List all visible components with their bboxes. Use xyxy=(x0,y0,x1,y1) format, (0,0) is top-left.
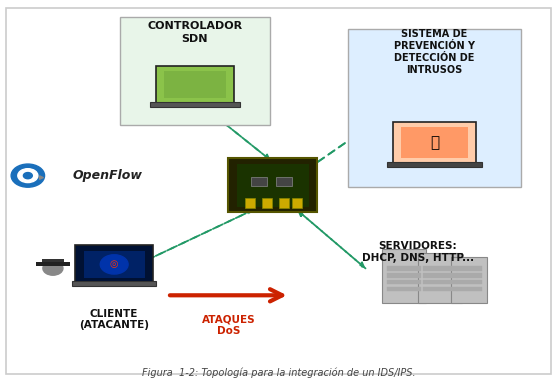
Text: ◎: ◎ xyxy=(110,259,119,269)
Text: 🐷: 🐷 xyxy=(430,135,439,150)
FancyBboxPatch shape xyxy=(120,17,270,125)
FancyBboxPatch shape xyxy=(393,122,476,164)
Text: ATAQUES
DoS: ATAQUES DoS xyxy=(202,315,255,336)
FancyBboxPatch shape xyxy=(36,262,70,266)
FancyBboxPatch shape xyxy=(251,177,267,186)
Circle shape xyxy=(18,169,38,183)
FancyBboxPatch shape xyxy=(150,102,240,107)
FancyBboxPatch shape xyxy=(418,253,462,303)
FancyBboxPatch shape xyxy=(401,127,468,158)
Circle shape xyxy=(23,173,32,179)
FancyBboxPatch shape xyxy=(457,273,482,278)
Text: CLIENTE
(ATACANTE): CLIENTE (ATACANTE) xyxy=(79,309,149,330)
FancyBboxPatch shape xyxy=(457,287,482,291)
FancyBboxPatch shape xyxy=(164,71,226,98)
Text: SISTEMA DE
PREVENCIÓN Y
DETECCIÓN DE
INTRUSOS: SISTEMA DE PREVENCIÓN Y DETECCIÓN DE INT… xyxy=(394,29,475,75)
FancyBboxPatch shape xyxy=(276,177,292,186)
Text: Figura  1-2: Topología para la integración de un IDS/IPS.: Figura 1-2: Topología para la integració… xyxy=(141,368,416,378)
FancyBboxPatch shape xyxy=(156,66,234,104)
FancyBboxPatch shape xyxy=(84,251,145,278)
FancyBboxPatch shape xyxy=(382,249,426,303)
FancyBboxPatch shape xyxy=(262,198,272,208)
FancyBboxPatch shape xyxy=(278,198,289,208)
FancyBboxPatch shape xyxy=(423,266,457,271)
FancyBboxPatch shape xyxy=(228,158,317,212)
FancyBboxPatch shape xyxy=(451,257,487,303)
FancyBboxPatch shape xyxy=(237,164,309,207)
Circle shape xyxy=(11,164,45,187)
Text: CONTROLADOR
SDN: CONTROLADOR SDN xyxy=(148,21,242,44)
FancyBboxPatch shape xyxy=(387,273,421,278)
Text: OpenFlow: OpenFlow xyxy=(72,169,142,182)
FancyBboxPatch shape xyxy=(423,287,457,291)
FancyBboxPatch shape xyxy=(387,287,421,291)
FancyBboxPatch shape xyxy=(457,280,482,284)
FancyBboxPatch shape xyxy=(292,198,302,208)
FancyBboxPatch shape xyxy=(457,266,482,271)
Circle shape xyxy=(43,261,63,275)
FancyBboxPatch shape xyxy=(245,198,255,208)
FancyBboxPatch shape xyxy=(387,280,421,284)
FancyBboxPatch shape xyxy=(72,281,156,286)
FancyBboxPatch shape xyxy=(423,273,457,278)
FancyBboxPatch shape xyxy=(387,162,482,167)
FancyBboxPatch shape xyxy=(423,280,457,284)
FancyBboxPatch shape xyxy=(348,29,521,187)
FancyBboxPatch shape xyxy=(6,8,551,374)
FancyBboxPatch shape xyxy=(75,245,153,284)
Text: SERVIDORES:
DHCP, DNS, HTTP...: SERVIDORES: DHCP, DNS, HTTP... xyxy=(361,241,474,263)
FancyBboxPatch shape xyxy=(387,266,421,271)
FancyBboxPatch shape xyxy=(42,259,64,264)
Circle shape xyxy=(100,255,128,274)
